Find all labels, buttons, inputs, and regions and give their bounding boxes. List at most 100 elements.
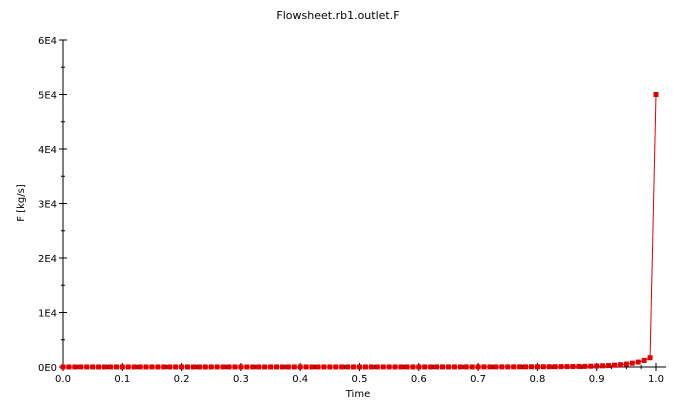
data-point [523, 364, 529, 370]
y-tick-label: 6E4 [38, 36, 57, 47]
data-point [546, 364, 552, 370]
data-point [244, 364, 250, 370]
data-point [113, 364, 119, 370]
data-point [333, 364, 339, 370]
data-point [398, 364, 404, 370]
x-tick-label: 1.0 [648, 374, 664, 385]
data-point [125, 364, 131, 370]
data-point [238, 364, 244, 370]
data-point [179, 364, 185, 370]
data-point [309, 364, 315, 370]
data-point [291, 364, 297, 370]
data-point [268, 364, 274, 370]
data-point [66, 364, 72, 370]
data-point [487, 364, 493, 370]
data-point [167, 364, 173, 370]
data-point [641, 357, 647, 363]
data-point [457, 364, 463, 370]
data-point [552, 364, 558, 370]
data-point [119, 364, 125, 370]
data-point [422, 364, 428, 370]
data-point [256, 364, 262, 370]
series-layer [60, 92, 659, 370]
x-axis-title: Time [345, 389, 370, 400]
x-tick-label: 0.7 [470, 374, 486, 385]
x-tick-label: 0.3 [233, 374, 249, 385]
data-point [315, 364, 321, 370]
data-point [232, 364, 238, 370]
data-point [362, 364, 368, 370]
data-point [102, 364, 108, 370]
x-tick-label: 0.0 [55, 374, 71, 385]
data-point [279, 364, 285, 370]
chart-title: Flowsheet.rb1.outlet.F [276, 9, 399, 22]
data-point [84, 364, 90, 370]
data-point [149, 364, 155, 370]
data-point [285, 364, 291, 370]
data-point [517, 364, 523, 370]
data-point [368, 364, 374, 370]
data-point [137, 364, 143, 370]
data-point [635, 359, 641, 365]
data-point [90, 364, 96, 370]
data-point [404, 364, 410, 370]
data-point [345, 364, 351, 370]
data-point [416, 364, 422, 370]
data-point [173, 364, 179, 370]
x-tick-label: 0.2 [174, 374, 190, 385]
data-point [440, 364, 446, 370]
data-point [327, 364, 333, 370]
y-tick-label: 3E4 [38, 200, 57, 211]
data-point [273, 364, 279, 370]
data-point [78, 364, 84, 370]
data-point [600, 363, 606, 369]
data-point [611, 362, 617, 368]
data-point [410, 364, 416, 370]
data-point [505, 364, 511, 370]
data-point [339, 364, 345, 370]
data-point [511, 364, 517, 370]
data-point [582, 363, 588, 369]
x-tick-label: 0.8 [529, 374, 545, 385]
data-point [534, 364, 540, 370]
data-point [528, 364, 534, 370]
x-tick-label: 0.6 [411, 374, 427, 385]
data-point [161, 364, 167, 370]
data-point [185, 364, 191, 370]
data-point [499, 364, 505, 370]
data-point [72, 364, 78, 370]
data-point [131, 364, 137, 370]
data-point [606, 363, 612, 369]
data-point [351, 364, 357, 370]
x-tick-label: 0.4 [292, 374, 308, 385]
data-point [196, 364, 202, 370]
data-point [653, 92, 659, 97]
y-tick-label: 0E0 [38, 363, 57, 374]
y-tick-label: 5E4 [38, 91, 57, 102]
data-point [220, 364, 226, 370]
data-point [380, 364, 386, 370]
data-point [374, 364, 380, 370]
data-point [262, 364, 268, 370]
data-point [143, 364, 149, 370]
data-point [96, 364, 102, 370]
data-point [445, 364, 451, 370]
data-point [202, 364, 208, 370]
y-tick-label: 1E4 [38, 309, 57, 320]
data-point [190, 364, 196, 370]
data-point [564, 364, 570, 370]
data-point [214, 364, 220, 370]
data-point [386, 364, 392, 370]
data-point [451, 364, 457, 370]
x-tick-label: 0.5 [352, 374, 368, 385]
data-point [475, 364, 481, 370]
data-point [576, 363, 582, 369]
data-point [558, 364, 564, 370]
data-point [617, 362, 623, 368]
data-point [463, 364, 469, 370]
data-point [629, 360, 635, 366]
data-point [434, 364, 440, 370]
data-point [297, 364, 303, 370]
data-point [469, 364, 475, 370]
